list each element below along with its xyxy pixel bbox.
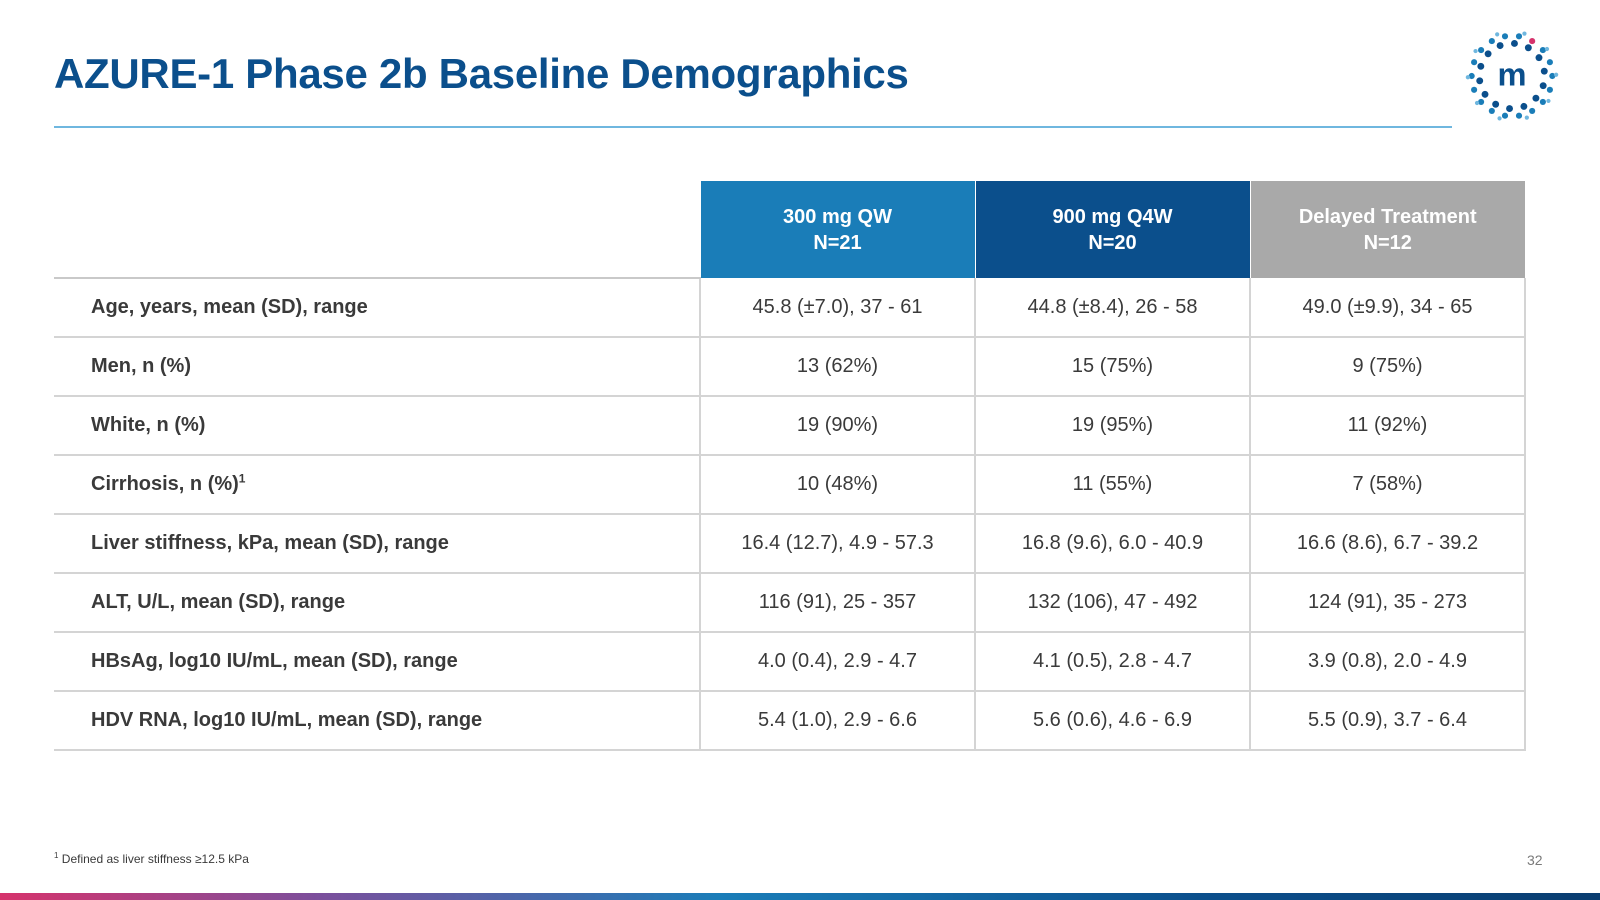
header-300mg-dose: 300 mg QW: [783, 205, 892, 228]
row-label-text: Age, years, mean (SD), range: [91, 296, 368, 318]
title-divider: [54, 126, 1452, 128]
row-value: 5.6 (0.6), 4.6 - 6.9: [974, 691, 1250, 751]
row-label-text: White, n (%): [91, 414, 206, 436]
table-row: Liver stiffness, kPa, mean (SD), range 16…: [54, 514, 1526, 574]
row-value: 19 (90%): [699, 396, 975, 456]
row-label-text: HDV RNA, log10 IU/mL, mean (SD), range: [91, 709, 483, 731]
row-label: Cirrhosis, n (%)1: [54, 455, 700, 515]
table-row: Men, n (%) 13 (62%) 15 (75%) 9 (75%): [54, 337, 1526, 397]
row-value: 13 (62%): [699, 337, 975, 397]
row-value: 10 (48%): [699, 455, 975, 515]
row-value: 16.6 (8.6), 6.7 - 39.2: [1249, 514, 1526, 574]
row-label: HBsAg, log10 IU/mL, mean (SD), range: [54, 632, 700, 692]
header-900mg-n: N=20: [1088, 231, 1137, 254]
logo-letter: m: [1497, 56, 1526, 93]
header-blank-cell: [54, 181, 700, 279]
table-row: HDV RNA, log10 IU/mL, mean (SD), range 5.…: [54, 691, 1526, 751]
footnote-marker: 1: [54, 851, 59, 860]
page-number: 32: [1527, 852, 1543, 868]
row-value: 5.4 (1.0), 2.9 - 6.6: [699, 691, 975, 751]
row-value: 9 (75%): [1249, 337, 1526, 397]
row-label-text: HBsAg, log10 IU/mL, mean (SD), range: [91, 650, 458, 672]
row-value: 16.8 (9.6), 6.0 - 40.9: [974, 514, 1250, 574]
row-label: Age, years, mean (SD), range: [54, 278, 700, 338]
header-delayed-n: N=12: [1363, 231, 1412, 254]
row-value: 11 (92%): [1249, 396, 1526, 456]
row-label-text: Cirrhosis, n (%): [91, 473, 239, 495]
slide-title: AZURE-1 Phase 2b Baseline Demographics: [54, 50, 909, 97]
row-value: 15 (75%): [974, 337, 1250, 397]
row-value: 49.0 (±9.9), 34 - 65: [1249, 278, 1526, 338]
row-label: Liver stiffness, kPa, mean (SD), range: [54, 514, 700, 574]
row-value: 124 (91), 35 - 273: [1249, 573, 1526, 633]
row-value: 45.8 (±7.0), 37 - 61: [699, 278, 975, 338]
table-row: Cirrhosis, n (%)1 10 (48%) 11 (55%) 7 (58%): [54, 455, 1526, 515]
demographics-table: 300 mg QW N=21 900 mg Q4W N=20 Delayed T…: [54, 181, 1526, 751]
table-row: White, n (%) 19 (90%) 19 (95%) 11 (92%): [54, 396, 1526, 456]
row-value: 16.4 (12.7), 4.9 - 57.3: [699, 514, 975, 574]
header-300mg-qw: 300 mg QW N=21: [699, 181, 975, 278]
row-label: ALT, U/L, mean (SD), range: [54, 573, 700, 633]
row-value: 7 (58%): [1249, 455, 1526, 515]
footnote-reference: 1: [238, 471, 246, 486]
row-label: HDV RNA, log10 IU/mL, mean (SD), range: [54, 691, 700, 751]
m-dots-logo-icon: m: [1465, 31, 1559, 121]
footnote-text: Defined as liver stiffness ≥12.5 kPa: [58, 852, 249, 866]
row-label-text: Liver stiffness, kPa, mean (SD), range: [91, 532, 449, 554]
row-label: White, n (%): [54, 396, 700, 456]
footnote: 1 Defined as liver stiffness ≥12.5 kPa: [54, 851, 249, 867]
row-label-text: Men, n (%): [91, 355, 191, 377]
table-row: ALT, U/L, mean (SD), range 116 (91), 25 -…: [54, 573, 1526, 633]
row-label-text: ALT, U/L, mean (SD), range: [91, 591, 346, 613]
row-value: 3.9 (0.8), 2.0 - 4.9: [1249, 632, 1526, 692]
row-value: 4.0 (0.4), 2.9 - 4.7: [699, 632, 975, 692]
row-label: Men, n (%): [54, 337, 700, 397]
header-900mg-q4w: 900 mg Q4W N=20: [974, 181, 1250, 278]
row-value: 44.8 (±8.4), 26 - 58: [974, 278, 1250, 338]
header-300mg-n: N=21: [813, 231, 862, 254]
header-delayed-treatment: Delayed Treatment N=12: [1249, 181, 1525, 278]
table-header-row: 300 mg QW N=21 900 mg Q4W N=20 Delayed T…: [54, 181, 1525, 279]
row-value: 4.1 (0.5), 2.8 - 4.7: [974, 632, 1250, 692]
header-900mg-dose: 900 mg Q4W: [1052, 205, 1173, 228]
table-row: Age, years, mean (SD), range 45.8 (±7.0),…: [54, 278, 1526, 338]
row-value: 116 (91), 25 - 357: [699, 573, 975, 633]
row-value: 19 (95%): [974, 396, 1250, 456]
table-row: HBsAg, log10 IU/mL, mean (SD), range 4.0 …: [54, 632, 1526, 692]
header-delayed-label: Delayed Treatment: [1298, 205, 1477, 228]
row-value: 5.5 (0.9), 3.7 - 6.4: [1249, 691, 1526, 751]
row-value: 11 (55%): [974, 455, 1250, 515]
bottom-gradient-bar: [0, 893, 1600, 900]
row-value: 132 (106), 47 - 492: [974, 573, 1250, 633]
